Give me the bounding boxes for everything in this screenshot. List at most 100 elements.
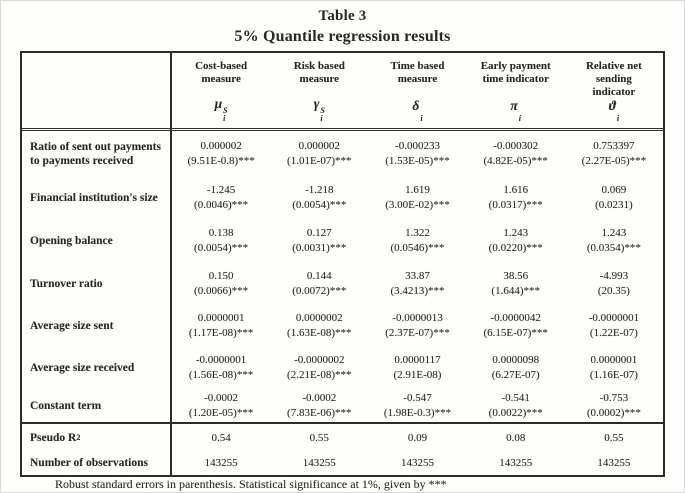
coefficient-cell: 0.144 (0.0072)*** [270,262,368,305]
header-empty-cell [22,53,172,131]
coefficient-value: 33.87 [405,269,430,282]
coefficient-cell: 0.127 (0.0031)*** [270,219,368,262]
standard-error: (0.0220)*** [488,241,543,254]
symbol-subscript: i [320,114,323,123]
coefficient-value: -0.0000013 [392,312,443,324]
coefficient-value: 1.243 [503,226,529,239]
column-label: Cost-based measure [195,60,248,85]
coefficient-cell: 0.000002 (1.01E-07)*** [270,131,368,176]
coefficient-value: 1.619 [405,183,430,196]
standard-error: (4.82E-05)*** [483,154,548,167]
standard-error: (1.98E-0.3)*** [383,406,452,419]
coefficient-cell: -0.0000042 (6.15E-07)*** [467,305,565,347]
summary-value: 143255 [302,457,336,469]
row-label: Financial institution's size [22,176,172,219]
standard-error: (6.15E-07)*** [483,327,548,339]
coefficient-cell: 33.87 (3.4213)*** [368,262,466,305]
coefficient-cell: 1.243 (0.0354)*** [565,219,663,262]
coefficient-value: 1.243 [601,226,627,239]
coefficient-cell: -0.0002 (7.83E-06)*** [270,389,368,422]
summary-label: Number of observations [22,451,172,475]
summary-value: 143255 [400,457,434,469]
standard-error: (0.0317)*** [488,198,543,211]
coefficient-value: 0.000002 [200,139,242,152]
summary-value: 0.54 [211,431,231,444]
column-label: Early payment time indicator [480,60,551,85]
coefficient-cell: 0.0000002 (1.63E-08)*** [270,305,368,347]
column-label: Relative net sending indicator [585,60,642,98]
coefficient-cell: -0.547 (1.98E-0.3)*** [368,389,466,422]
coefficient-cell: 0.0000001 (1.17E-08)*** [172,305,270,347]
table-row: Opening balance 0.138 (0.0054)*** 0.127 … [22,219,663,262]
coefficient-value: 0.0000098 [492,354,540,366]
coefficient-value: -1.245 [206,183,236,196]
coefficient-value: 0.000002 [298,139,340,152]
summary-value: 0.55 [309,431,329,444]
standard-error: (0.0546)*** [390,241,445,254]
standard-error: (9.51E-0.8)*** [187,154,255,167]
standard-error: (1.16E-07) [589,369,638,381]
summary-value: 0.08 [506,431,526,444]
standard-error: (0.0072)*** [292,284,347,297]
coefficient-value: 0.138 [208,226,234,239]
table-row: Constant term -0.0002 (1.20E-05)*** -0.0… [22,389,663,422]
summary-value: 0.09 [407,431,428,444]
row-label: Constant term [22,389,172,422]
coefficient-value: -0.0002 [204,391,239,404]
standard-error: (1.01E-07)*** [287,154,352,167]
symbol-subscript: i [616,114,620,123]
table-row: Average size received -0.0000001 (1.56E-… [22,347,663,389]
coefficient-cell: -1.245 (0.0046)*** [172,176,270,219]
standard-error: (2.37E-07)*** [385,327,450,339]
coefficient-cell: 0.138 (0.0054)*** [172,219,270,262]
coefficient-cell: -0.0000001 (1.56E-08)*** [172,347,270,389]
row-label: Turnover ratio [22,262,172,305]
coefficient-value: 0.144 [306,269,332,282]
standard-error: (0.0231) [595,198,633,211]
standard-error: (1.20E-05)*** [188,406,254,419]
table-row: Financial institution's size -1.245 (0.0… [22,176,663,219]
coefficient-cell: 0.000002 (9.51E-0.8)*** [172,131,270,176]
standard-error: (0.0002)*** [586,406,641,419]
standard-error: (1.53E-05)*** [385,154,450,167]
standard-error: (2.21E-08)*** [287,369,352,381]
coefficient-value: -0.0000001 [588,312,640,324]
symbol-superscript: S [223,106,228,115]
table-body: Ratio of sent out payments to payments r… [22,131,663,422]
symbol-subscript: i [223,114,226,123]
standard-error: (3.4213)*** [390,284,445,297]
coefficient-cell: 38.56 (1.644)*** [467,262,565,305]
coefficient-value: -0.000302 [493,139,539,152]
coefficient-cell: -4.993 (20.35) [565,262,663,305]
table-footnote: Robust standard errors in parenthesis. S… [55,477,447,491]
coefficient-value: -0.547 [403,391,432,404]
coefficient-value: 0.0000001 [197,312,245,324]
coefficient-cell: -0.0000002 (2.21E-08)*** [270,347,368,389]
standard-error: (1.63E-08)*** [287,327,352,339]
summary-value: 143255 [204,457,238,469]
coefficient-cell: 1.619 (3.00E-02)*** [368,176,466,219]
standard-error: (0.0054)*** [194,241,249,254]
coefficient-cell: 0.0000098 (6.27E-07) [467,347,565,389]
coefficient-value: -0.0002 [302,391,337,404]
standard-error: (3.00E-02)*** [385,198,450,211]
table-subtitle: 5% Quantile regression results [234,28,451,45]
coefficient-cell: 0.069 (0.0231) [565,176,663,219]
coefficient-value: -0.541 [501,391,530,404]
column-label: Time based measure [390,60,445,85]
standard-error: (0.0054)*** [292,198,347,211]
coefficient-cell: 0.0000117 (2.91E-08) [368,347,466,389]
row-label: Average size sent [22,305,172,347]
coefficient-value: 0.0000002 [295,312,343,324]
standard-error: (0.0066)*** [194,284,249,297]
coefficient-value: 0.127 [306,226,332,239]
coefficient-cell: 1.616 (0.0317)*** [467,176,565,219]
summary-row: Number of observations 143255 143255 14325… [22,451,663,475]
coefficient-cell: 1.243 (0.0220)*** [467,219,565,262]
